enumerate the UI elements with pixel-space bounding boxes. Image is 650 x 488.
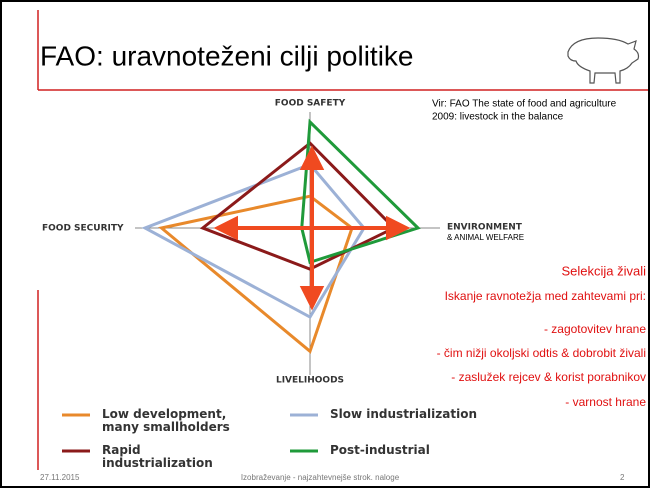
balance-arrows: [213, 145, 411, 311]
axis-note: & ANIMAL WELFARE: [447, 233, 524, 242]
page-number: 2: [620, 473, 625, 482]
axis-label: FOOD SAFETY: [275, 99, 346, 109]
slide-title: FAO: uravnoteženi cilji politike: [40, 40, 414, 71]
legend-label: Post-industrial: [330, 443, 430, 457]
footer-date: 27.11.2015: [40, 473, 80, 482]
legend-label: Slow industrialization: [330, 407, 478, 421]
footer-text: Izobraževanje - najzahtevnejše strok. na…: [241, 473, 400, 482]
list-item: - zaslužek rejcev & korist porabnikov: [451, 370, 646, 384]
pig-icon: [567, 37, 640, 84]
legend-label: Low development, many smallholders: [102, 407, 230, 434]
heading: Selekcija živali: [561, 263, 646, 278]
legend-label: Rapid industrialization: [102, 443, 213, 470]
source-line: 2009: livestock in the balance: [432, 112, 564, 123]
series-line: [158, 194, 354, 354]
intro: Iskanje ravnotežja med zahtevami pri:: [445, 289, 646, 303]
list-item: - zagotovitev hrane: [544, 322, 646, 336]
series-line: [141, 162, 366, 320]
list-item: - varnost hrane: [565, 395, 646, 409]
axis-label: LIVELIHOODS: [276, 376, 344, 386]
axis-label: FOOD SECURITY: [42, 224, 124, 234]
source-line: Vir: FAO The state of food and agricultu…: [432, 99, 617, 110]
axis-label: ENVIRONMENT: [447, 223, 523, 233]
list-item: - čim nižji okoljski odtis & dobrobit ži…: [437, 346, 646, 360]
